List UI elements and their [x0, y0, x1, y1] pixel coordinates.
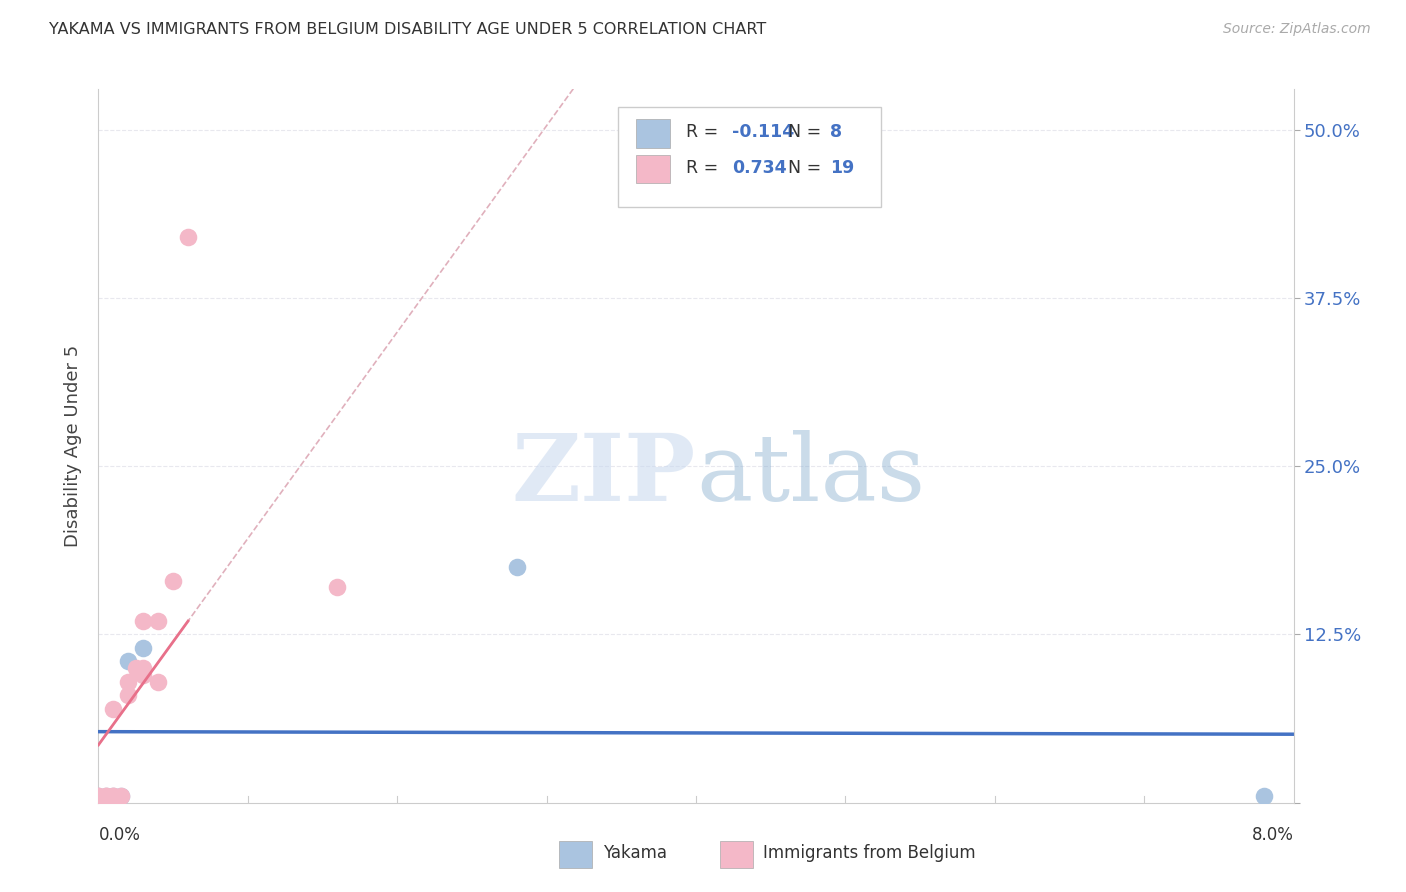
Text: R =: R =	[686, 159, 724, 177]
Point	[148, 674, 170, 689]
Point	[110, 789, 132, 803]
FancyBboxPatch shape	[637, 120, 669, 148]
Point	[177, 230, 200, 244]
Text: N =: N =	[787, 123, 827, 141]
Point	[117, 674, 139, 689]
FancyBboxPatch shape	[558, 841, 592, 869]
Text: R =: R =	[686, 123, 724, 141]
Point	[87, 789, 110, 803]
Text: 0.0%: 0.0%	[98, 826, 141, 844]
Point	[94, 789, 117, 803]
Text: atlas: atlas	[696, 430, 925, 519]
Point	[1253, 789, 1275, 803]
Point	[94, 789, 117, 803]
Point	[103, 789, 125, 803]
Text: -0.114: -0.114	[733, 123, 794, 141]
Point	[103, 789, 125, 803]
FancyBboxPatch shape	[720, 841, 754, 869]
Text: 0.734: 0.734	[733, 159, 786, 177]
Point	[132, 661, 155, 675]
Point	[103, 701, 125, 715]
Text: YAKAMA VS IMMIGRANTS FROM BELGIUM DISABILITY AGE UNDER 5 CORRELATION CHART: YAKAMA VS IMMIGRANTS FROM BELGIUM DISABI…	[49, 22, 766, 37]
Point	[117, 655, 139, 669]
Point	[506, 560, 529, 574]
Text: ZIP: ZIP	[512, 430, 696, 519]
Text: Immigrants from Belgium: Immigrants from Belgium	[763, 844, 976, 862]
Point	[110, 789, 132, 803]
Text: 19: 19	[830, 159, 853, 177]
Point	[132, 668, 155, 682]
Point	[87, 789, 110, 803]
Text: Source: ZipAtlas.com: Source: ZipAtlas.com	[1223, 22, 1371, 37]
Point	[117, 688, 139, 702]
Point	[87, 789, 110, 803]
Point	[103, 789, 125, 803]
FancyBboxPatch shape	[637, 155, 669, 184]
Text: Yakama: Yakama	[603, 844, 666, 862]
Point	[94, 789, 117, 803]
Point	[148, 614, 170, 628]
FancyBboxPatch shape	[619, 107, 882, 207]
Point	[162, 574, 184, 588]
Point	[132, 640, 155, 655]
Point	[125, 661, 148, 675]
Text: 8.0%: 8.0%	[1251, 826, 1294, 844]
Point	[326, 580, 349, 594]
Text: 8: 8	[830, 123, 842, 141]
Text: N =: N =	[787, 159, 827, 177]
Point	[132, 614, 155, 628]
Y-axis label: Disability Age Under 5: Disability Age Under 5	[65, 345, 83, 547]
